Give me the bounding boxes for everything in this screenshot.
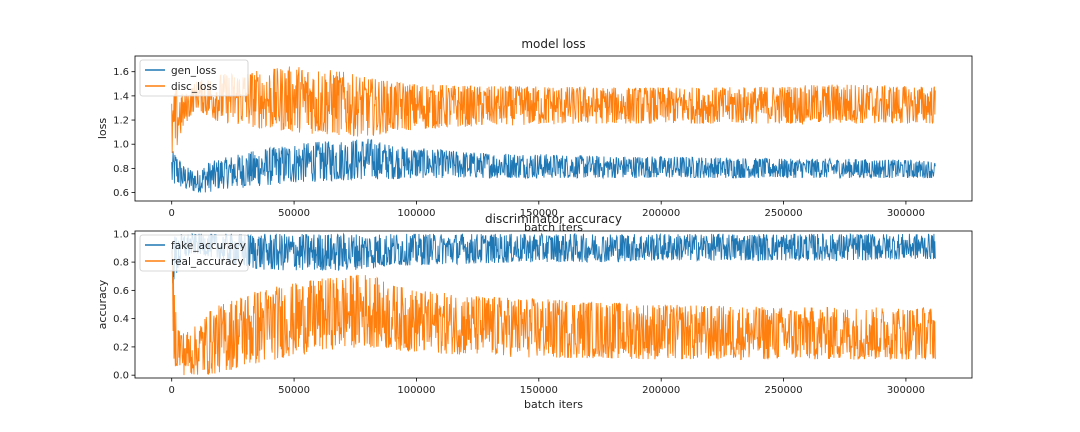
- legend-label-real-accuracy: real_accuracy: [171, 256, 244, 268]
- series-line-gen-loss: [171, 138, 936, 193]
- x-tick-label: 300000: [887, 208, 925, 219]
- series-line-real-accuracy: [171, 248, 936, 376]
- legend: fake_accuracy real_accuracy: [139, 234, 249, 272]
- x-tick-label: 50000: [278, 385, 310, 396]
- y-tick-label: 1.2: [113, 116, 129, 127]
- x-tick-label: 300000: [887, 385, 925, 396]
- y-tick-label: 0.6: [113, 286, 129, 297]
- y-tick-label: 0.8: [113, 164, 129, 175]
- legend-box: [139, 234, 249, 272]
- x-tick-label: 50000: [278, 208, 310, 219]
- plot-frame: [134, 230, 973, 379]
- x-tick-label: 0: [169, 208, 175, 219]
- legend-label-gen-loss: gen_loss: [171, 65, 216, 77]
- y-tick-label: 0.0: [113, 371, 129, 382]
- x-tick-label: 150000: [520, 385, 558, 396]
- y-tick-label: 0.8: [113, 258, 129, 269]
- series-line-fake-accuracy: [171, 232, 936, 284]
- x-tick-label: 150000: [520, 208, 558, 219]
- y-axis-label: accuracy: [96, 279, 109, 329]
- x-tick-label: 100000: [397, 385, 435, 396]
- x-tick-label: 250000: [764, 385, 802, 396]
- model-loss-chart: 0 50000 100000 150000 200000 250000 300000 0.6 0…: [96, 37, 973, 234]
- x-tick-label: 200000: [642, 385, 680, 396]
- y-tick-label: 0.6: [113, 188, 129, 199]
- legend: gen_loss disc_loss: [139, 59, 249, 97]
- y-tick-label: 1.0: [113, 140, 129, 151]
- y-tick-label: 0.4: [113, 314, 129, 325]
- y-tick-label: 1.0: [113, 229, 129, 240]
- chart-title: model loss: [521, 37, 585, 51]
- x-tick-label: 200000: [642, 208, 680, 219]
- x-tick-label: 250000: [764, 208, 802, 219]
- series-line-disc-loss: [171, 66, 936, 153]
- legend-box: [139, 59, 249, 97]
- y-tick-label: 1.6: [113, 67, 129, 78]
- x-tick-label: 100000: [397, 208, 435, 219]
- y-tick-label: 0.2: [113, 342, 129, 353]
- legend-label-disc-loss: disc_loss: [171, 81, 217, 93]
- x-axis-label: batch iters: [524, 398, 583, 411]
- x-tick-label: 0: [169, 385, 175, 396]
- chart-title: discriminator accuracy: [485, 212, 622, 226]
- y-tick-label: 1.4: [113, 91, 129, 102]
- plot-frame: [134, 55, 973, 202]
- discriminator-accuracy-chart: 0 50000 100000 150000 200000 250000 300000 0.0 0…: [96, 212, 973, 411]
- legend-label-fake-accuracy: fake_accuracy: [171, 240, 246, 252]
- y-axis-label: loss: [96, 118, 109, 140]
